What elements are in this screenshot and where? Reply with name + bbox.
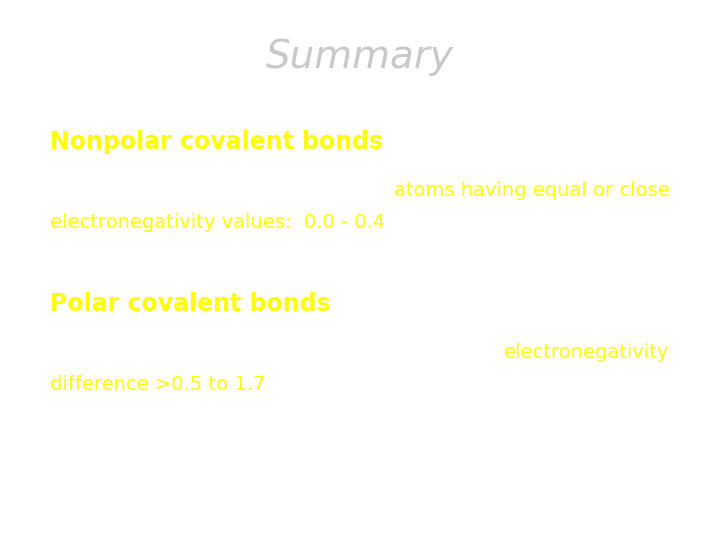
- Text: electronegativity: electronegativity: [504, 343, 670, 362]
- Text: Summary: Summary: [266, 38, 454, 76]
- Text: atoms having equal or close: atoms having equal or close: [394, 181, 670, 200]
- Text: Nonpolar covalent bonds: Nonpolar covalent bonds: [50, 130, 384, 153]
- Text: Polar covalent bonds: Polar covalent bonds: [50, 292, 331, 315]
- Text: electronegativity values:  0.0 - 0.4: electronegativity values: 0.0 - 0.4: [50, 213, 385, 232]
- Text: difference >0.5 to 1.7: difference >0.5 to 1.7: [50, 375, 266, 394]
